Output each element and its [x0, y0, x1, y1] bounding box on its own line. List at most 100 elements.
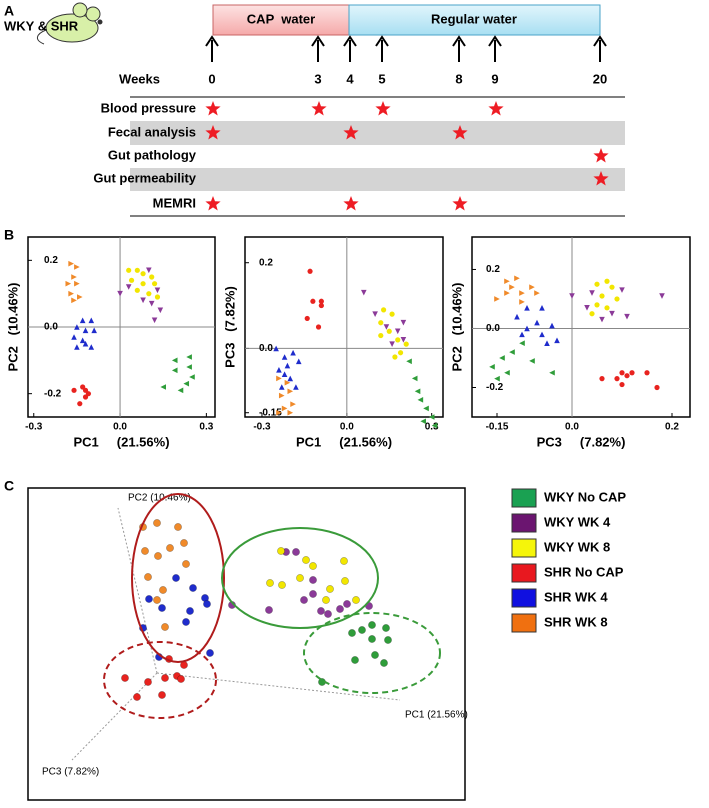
row-label: Gut pathology — [108, 147, 197, 162]
legend-swatch — [511, 588, 537, 608]
panel-c-frame — [27, 487, 466, 801]
pca-point — [166, 544, 174, 552]
point — [82, 327, 89, 334]
point — [372, 311, 378, 317]
point — [406, 358, 412, 365]
pca-point — [186, 607, 194, 615]
point — [534, 319, 540, 326]
pca-point — [317, 607, 325, 615]
y-tick-label: 0.2 — [44, 255, 58, 266]
pca-point — [133, 693, 141, 701]
point — [171, 367, 178, 374]
y-tick-label: 0.2 — [259, 257, 273, 268]
pca-point — [182, 560, 190, 568]
y-axis-label: PC2 (10.46%) — [449, 283, 464, 372]
point — [290, 349, 296, 356]
y-tick-label: 0.2 — [486, 264, 500, 275]
pca-point — [352, 596, 360, 604]
pca-point — [277, 547, 285, 555]
x-tick-label: 0.0 — [565, 422, 579, 433]
point — [414, 388, 421, 395]
x-axis-label: PC3 (7.82%) — [537, 434, 626, 449]
point — [307, 268, 313, 274]
pca-point — [302, 556, 310, 564]
week-label: 20 — [593, 71, 607, 86]
point — [149, 274, 155, 280]
pca-point — [182, 618, 190, 626]
pca-point — [322, 596, 330, 604]
point — [604, 278, 610, 284]
legend-label: SHR WK 8 — [544, 614, 608, 629]
point — [151, 317, 158, 324]
arrow-head — [375, 35, 389, 47]
point — [278, 384, 285, 390]
y-tick-label: 0.0 — [44, 322, 58, 333]
point — [624, 373, 630, 379]
point — [629, 370, 635, 376]
x-tick-label: -0.3 — [25, 422, 43, 433]
week-label: 9 — [491, 71, 498, 86]
point — [315, 324, 322, 330]
pca-point — [159, 586, 167, 594]
point — [584, 305, 590, 311]
point — [151, 281, 158, 287]
point — [71, 297, 77, 304]
point — [504, 369, 510, 376]
point — [514, 313, 520, 320]
star — [452, 196, 468, 211]
point — [554, 337, 560, 344]
legend-label: SHR WK 4 — [544, 589, 608, 604]
point — [494, 296, 500, 302]
pca-point — [158, 604, 166, 612]
pca-point — [326, 585, 334, 593]
mouse-icon — [37, 2, 103, 45]
pca-point — [154, 552, 162, 560]
point — [117, 290, 123, 297]
week-label: 5 — [378, 71, 385, 86]
point — [569, 293, 575, 299]
x-axis-label: PC1 (21.56%) — [73, 434, 169, 449]
x-axis-label: PC1 (21.56%) — [296, 434, 392, 449]
week-label: 0 — [208, 71, 215, 86]
point — [539, 305, 545, 311]
row-label: Blood pressure — [101, 100, 196, 115]
pca-point — [265, 606, 273, 614]
point — [276, 375, 282, 382]
arrow-head — [452, 35, 466, 47]
point — [599, 376, 605, 382]
point — [361, 289, 367, 296]
pca-point — [292, 548, 300, 556]
point — [154, 294, 161, 300]
star — [593, 148, 609, 163]
point — [278, 392, 285, 399]
point — [160, 384, 167, 390]
arrow-head — [593, 35, 607, 47]
x-tick-label: -0.15 — [486, 422, 509, 433]
point — [544, 340, 550, 347]
point — [126, 267, 132, 273]
point — [609, 310, 615, 317]
legend-label: WKY WK 8 — [544, 539, 610, 554]
pca-point — [203, 600, 211, 608]
star — [205, 196, 221, 211]
point — [154, 287, 161, 294]
point — [509, 349, 515, 355]
point — [609, 284, 615, 290]
point — [157, 307, 164, 314]
x-tick-label: 0.0 — [113, 422, 127, 433]
point — [392, 354, 398, 360]
point — [549, 322, 555, 329]
point — [397, 350, 404, 356]
legend-label: WKY WK 4 — [544, 514, 611, 529]
point — [74, 264, 80, 270]
point — [77, 401, 83, 407]
pca-point — [351, 656, 359, 664]
point — [420, 418, 426, 425]
point — [395, 337, 401, 343]
pca-point — [384, 636, 392, 644]
point — [504, 290, 510, 296]
pca-point — [266, 579, 274, 587]
point — [519, 340, 525, 347]
point — [394, 328, 401, 335]
point — [499, 355, 505, 361]
